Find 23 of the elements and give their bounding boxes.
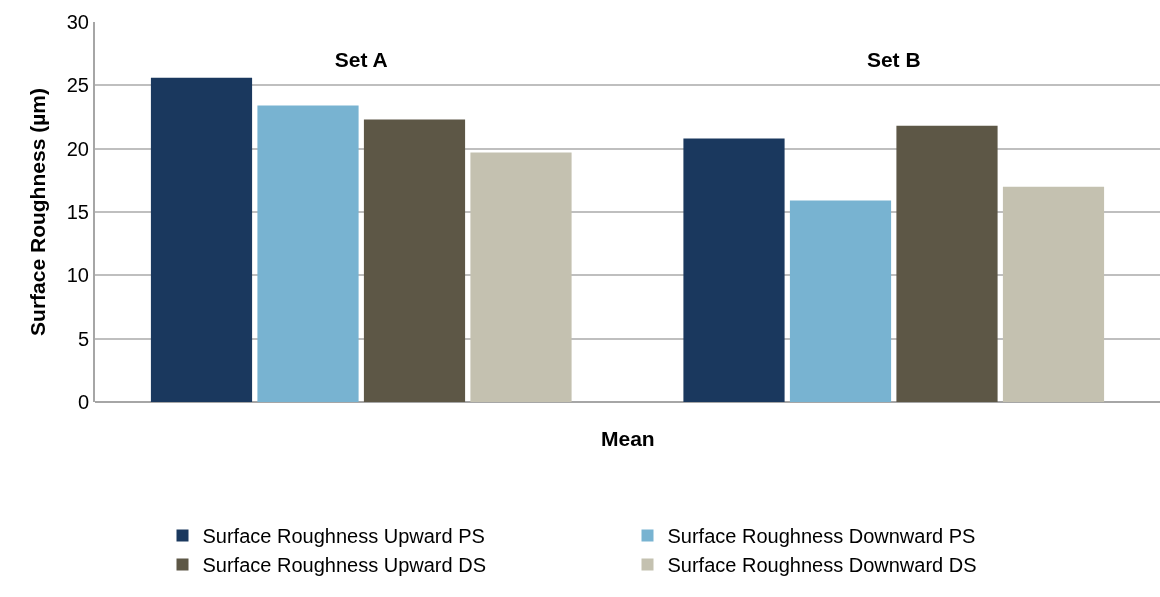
bar <box>789 200 892 402</box>
y-axis-title: Surface Roughness (µm) <box>26 88 50 336</box>
legend-label: Surface Roughness Upward DS <box>202 554 486 577</box>
legend-label: Surface Roughness Downward PS <box>667 525 976 548</box>
legend-label: Surface Roughness Downward DS <box>667 554 977 577</box>
bar <box>257 105 359 402</box>
x-axis-title: Mean <box>601 427 655 450</box>
y-tick-label: 30 <box>66 11 89 33</box>
y-tick-label: 0 <box>77 391 89 413</box>
x-tick-label: Set A <box>334 47 388 71</box>
bar <box>1002 186 1105 402</box>
bar <box>683 138 785 402</box>
y-tick-label: 5 <box>77 327 89 350</box>
bar <box>363 119 466 402</box>
bar <box>470 152 572 402</box>
x-tick-label: Set B <box>866 47 921 71</box>
legend-label: Surface Roughness Upward PS <box>202 525 485 548</box>
y-tick-label: 10 <box>66 264 89 287</box>
bar <box>896 125 998 402</box>
y-tick-label: 20 <box>66 137 89 160</box>
y-tick-label: 25 <box>66 74 89 97</box>
y-tick-label: 15 <box>66 201 89 223</box>
bar <box>150 77 253 402</box>
